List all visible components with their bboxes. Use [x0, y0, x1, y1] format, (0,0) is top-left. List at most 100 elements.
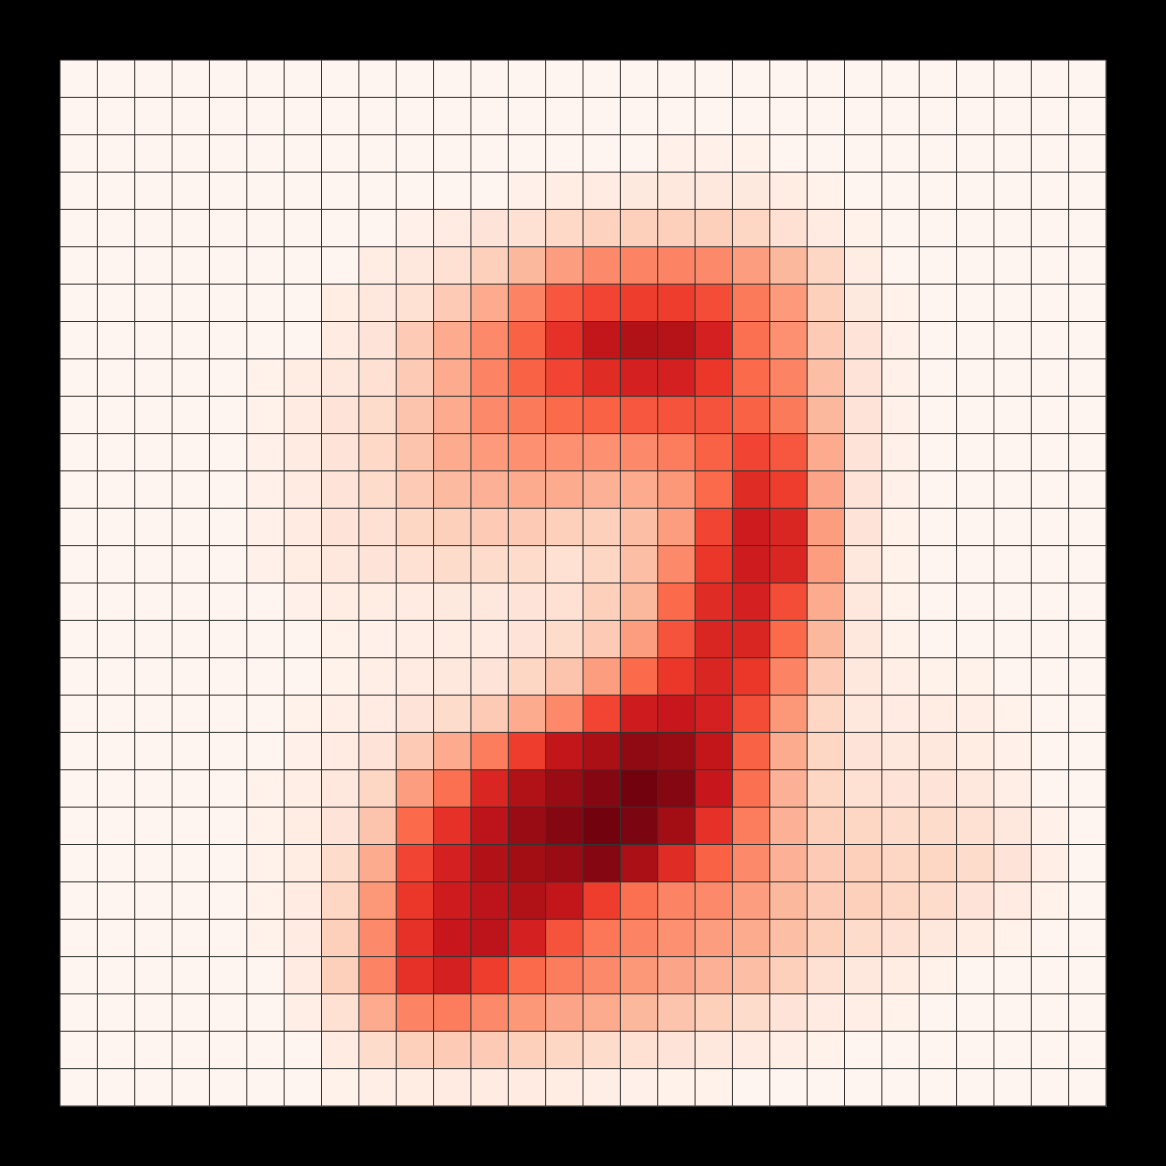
heatmap-cell-r11-c6 — [284, 470, 323, 509]
heatmap-cell-r14-c1 — [97, 583, 136, 621]
heatmap-cell-r19-c20 — [807, 769, 846, 808]
heatmap-cell-r21-c11 — [470, 844, 509, 883]
heatmap-cell-r3-c6 — [284, 172, 323, 211]
heatmap-cell-r24-c12 — [508, 956, 547, 995]
heatmap-cell-r12-c14 — [583, 508, 621, 547]
heatmap-cell-r20-c21 — [844, 807, 883, 846]
heatmap-cell-r3-c13 — [545, 172, 584, 211]
heatmap-cell-r7-c16 — [657, 321, 696, 360]
heatmap-cell-r13-c23 — [919, 545, 958, 584]
heatmap-cell-r17-c9 — [396, 695, 435, 734]
heatmap-cell-r15-c22 — [881, 620, 920, 659]
heatmap-cell-r22-c0 — [60, 881, 98, 920]
heatmap-cell-r8-c14 — [583, 358, 621, 397]
heatmap-cell-r3-c25 — [993, 172, 1032, 211]
heatmap-cell-r21-c3 — [172, 844, 211, 883]
heatmap-cell-r20-c14 — [583, 807, 621, 846]
heatmap-cell-r0-c23 — [919, 60, 958, 98]
heatmap-cell-r2-c21 — [844, 134, 883, 173]
heatmap-cell-r22-c14 — [583, 881, 621, 920]
heatmap-cell-r2-c8 — [358, 134, 397, 173]
heatmap-cell-r14-c12 — [508, 583, 547, 621]
heatmap-cell-r0-c11 — [470, 60, 509, 98]
heatmap-cell-r19-c17 — [695, 769, 734, 808]
heatmap-cell-r17-c27 — [1068, 695, 1107, 734]
heatmap-cell-r19-c10 — [433, 769, 472, 808]
heatmap-cell-r9-c3 — [172, 396, 211, 435]
heatmap-cell-r15-c17 — [695, 620, 734, 659]
heatmap-cell-r10-c4 — [209, 433, 248, 472]
heatmap-cell-r11-c26 — [1031, 470, 1070, 509]
heatmap-cell-r9-c19 — [769, 396, 808, 435]
heatmap-cell-r23-c18 — [732, 919, 771, 958]
heatmap-cell-r20-c22 — [881, 807, 920, 846]
heatmap-cell-r5-c16 — [657, 246, 696, 285]
heatmap-cell-r15-c13 — [545, 620, 584, 659]
heatmap-cell-r24-c16 — [657, 956, 696, 995]
heatmap-cell-r0-c19 — [769, 60, 808, 98]
heatmap-cell-r23-c24 — [956, 919, 995, 958]
heatmap-cell-r11-c23 — [919, 470, 958, 509]
heatmap-cell-r19-c15 — [620, 769, 659, 808]
heatmap-cell-r7-c11 — [470, 321, 509, 360]
heatmap-cell-r1-c1 — [97, 97, 136, 136]
heatmap-cell-r15-c9 — [396, 620, 435, 659]
heatmap-cell-r22-c23 — [919, 881, 958, 920]
heatmap-cell-r24-c8 — [358, 956, 397, 995]
heatmap-cell-r16-c23 — [919, 657, 958, 696]
heatmap-cell-r1-c19 — [769, 97, 808, 136]
heatmap-cell-r6-c0 — [60, 284, 98, 323]
heatmap-cell-r21-c22 — [881, 844, 920, 883]
heatmap-cell-r12-c23 — [919, 508, 958, 547]
heatmap-cell-r8-c7 — [321, 358, 360, 397]
heatmap-cell-r23-c4 — [209, 919, 248, 958]
heatmap-cell-r20-c23 — [919, 807, 958, 846]
heatmap-cell-r6-c18 — [732, 284, 771, 323]
heatmap-cell-r6-c4 — [209, 284, 248, 323]
heatmap-cell-r6-c3 — [172, 284, 211, 323]
heatmap-cell-r7-c1 — [97, 321, 136, 360]
heatmap-cell-r9-c24 — [956, 396, 995, 435]
heatmap-cell-r16-c12 — [508, 657, 547, 696]
heatmap-cell-r26-c25 — [993, 1031, 1032, 1070]
heatmap-cell-r4-c27 — [1068, 209, 1107, 248]
heatmap-cell-r7-c20 — [807, 321, 846, 360]
heatmap-cell-r1-c16 — [657, 97, 696, 136]
heatmap-cell-r9-c8 — [358, 396, 397, 435]
heatmap-cell-r18-c21 — [844, 732, 883, 771]
heatmap-cell-r26-c12 — [508, 1031, 547, 1070]
heatmap-cell-r15-c27 — [1068, 620, 1107, 659]
heatmap-cell-r24-c4 — [209, 956, 248, 995]
heatmap-cell-r20-c2 — [134, 807, 173, 846]
heatmap-cell-r25-c1 — [97, 993, 136, 1032]
heatmap-cell-r13-c9 — [396, 545, 435, 584]
heatmap-cell-r25-c15 — [620, 993, 659, 1032]
heatmap-cell-r9-c21 — [844, 396, 883, 435]
heatmap-cell-r26-c18 — [732, 1031, 771, 1070]
heatmap-cell-r3-c20 — [807, 172, 846, 211]
heatmap-cell-r18-c7 — [321, 732, 360, 771]
heatmap-cell-r16-c22 — [881, 657, 920, 696]
heatmap-cell-r8-c9 — [396, 358, 435, 397]
heatmap-cell-r24-c18 — [732, 956, 771, 995]
heatmap-cell-r10-c2 — [134, 433, 173, 472]
heatmap-cell-r26-c27 — [1068, 1031, 1107, 1070]
heatmap-cell-r20-c4 — [209, 807, 248, 846]
heatmap-cell-r3-c15 — [620, 172, 659, 211]
heatmap-cell-r1-c4 — [209, 97, 248, 136]
heatmap-cell-r16-c3 — [172, 657, 211, 696]
heatmap-cell-r7-c3 — [172, 321, 211, 360]
heatmap-cell-r14-c25 — [993, 583, 1032, 621]
heatmap-cell-r0-c25 — [993, 60, 1032, 98]
heatmap-cell-r0-c17 — [695, 60, 734, 98]
heatmap-cell-r10-c21 — [844, 433, 883, 472]
heatmap-cell-r13-c17 — [695, 545, 734, 584]
heatmap-cell-r0-c5 — [246, 60, 285, 98]
heatmap-cell-r6-c27 — [1068, 284, 1107, 323]
heatmap-cell-r13-c7 — [321, 545, 360, 584]
heatmap-cell-r11-c12 — [508, 470, 547, 509]
heatmap-cell-r16-c18 — [732, 657, 771, 696]
heatmap-cell-r27-c12 — [508, 1068, 547, 1107]
heatmap-cell-r27-c23 — [919, 1068, 958, 1107]
